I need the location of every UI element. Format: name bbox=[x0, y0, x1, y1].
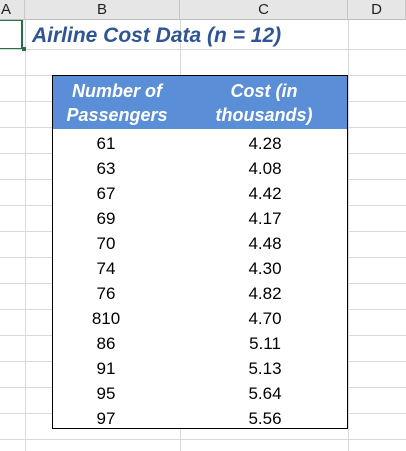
header-passengers-line-1: Number of bbox=[72, 81, 162, 101]
table-row: 69 4.17 bbox=[53, 206, 347, 231]
cost-cell[interactable]: 5.11 bbox=[249, 334, 281, 353]
passengers-cell[interactable]: 67 bbox=[96, 184, 116, 203]
passengers-cell[interactable]: 61 bbox=[96, 134, 116, 153]
table-row: 95 5.64 bbox=[53, 381, 347, 406]
header-cost-line-2: thousands) bbox=[215, 105, 313, 125]
table-row: 91 5.13 bbox=[53, 356, 347, 381]
passengers-cell[interactable]: 70 bbox=[96, 234, 116, 253]
cost-cell[interactable]: 4.30 bbox=[248, 259, 282, 278]
grid-line bbox=[0, 49, 406, 50]
passengers-cell[interactable]: 97 bbox=[96, 409, 116, 428]
data-table: Number of Passengers Cost (in thousands)… bbox=[52, 75, 348, 429]
header-cost[interactable]: Cost (in thousands) bbox=[181, 79, 347, 127]
passengers-cell[interactable]: 69 bbox=[96, 209, 116, 228]
table-row: 97 5.56 bbox=[53, 406, 347, 431]
table-row: 86 5.11 bbox=[53, 331, 347, 356]
table-row: 810 4.70 bbox=[53, 306, 347, 331]
cost-cell[interactable]: 5.64 bbox=[248, 384, 282, 403]
grid-line bbox=[0, 439, 406, 440]
passengers-cell[interactable]: 63 bbox=[96, 159, 116, 178]
header-passengers[interactable]: Number of Passengers bbox=[53, 79, 181, 127]
cost-cell[interactable]: 4.08 bbox=[248, 159, 282, 178]
grid-line bbox=[25, 20, 26, 451]
table-row: 70 4.48 bbox=[53, 231, 347, 256]
header-passengers-line-2: Passengers bbox=[66, 105, 168, 125]
passengers-cell[interactable]: 91 bbox=[96, 359, 116, 378]
table-row: 61 4.28 bbox=[53, 131, 347, 156]
header-cost-line-1: Cost (in bbox=[230, 81, 298, 101]
cost-cell[interactable]: 4.48 bbox=[248, 234, 282, 253]
sheet-title: Airline Cost Data (n = 12) bbox=[32, 24, 282, 47]
column-header-b[interactable]: B bbox=[25, 0, 180, 20]
passengers-cell[interactable]: 810 bbox=[91, 309, 121, 328]
passengers-cell[interactable]: 74 bbox=[96, 259, 116, 278]
cost-cell[interactable]: 4.17 bbox=[248, 209, 282, 228]
cost-cell[interactable]: 5.13 bbox=[248, 359, 282, 378]
table-row: 76 4.82 bbox=[53, 281, 347, 306]
cost-cell[interactable]: 4.82 bbox=[248, 284, 282, 303]
passengers-cell[interactable]: 86 bbox=[96, 334, 116, 353]
active-cell-selection[interactable] bbox=[0, 20, 23, 49]
cost-cell[interactable]: 4.42 bbox=[248, 184, 282, 203]
passengers-cell[interactable]: 95 bbox=[96, 384, 116, 403]
passengers-cell[interactable]: 76 bbox=[96, 284, 116, 303]
column-header-a[interactable]: A bbox=[0, 0, 25, 20]
column-header-c[interactable]: C bbox=[180, 0, 348, 20]
table-row: 67 4.42 bbox=[53, 181, 347, 206]
column-header-d[interactable]: D bbox=[348, 0, 406, 20]
grid-line bbox=[348, 20, 349, 451]
table-header: Number of Passengers Cost (in thousands) bbox=[53, 76, 347, 129]
cost-cell[interactable]: 5.56 bbox=[248, 409, 282, 428]
table-row: 74 4.30 bbox=[53, 256, 347, 281]
cost-cell[interactable]: 4.28 bbox=[248, 134, 282, 153]
fill-handle[interactable] bbox=[22, 47, 26, 51]
cost-cell[interactable]: 4.70 bbox=[248, 309, 282, 328]
table-row: 63 4.08 bbox=[53, 156, 347, 181]
